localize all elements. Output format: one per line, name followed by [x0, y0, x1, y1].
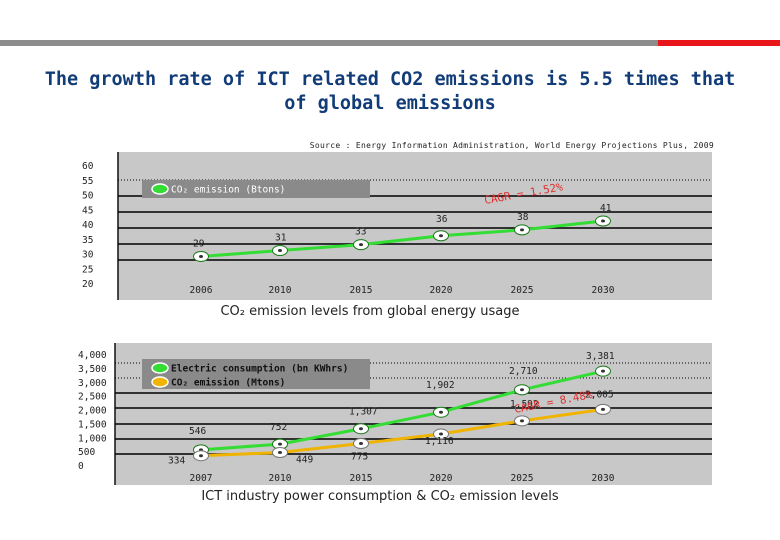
chart1-series-0-data-label-3: 36 [436, 214, 448, 225]
chart2-series-1-point-center-1 [278, 451, 282, 455]
chart2-x-tick-label-4: 2025 [511, 473, 534, 484]
chart2-series-0-point-center-3 [439, 410, 443, 414]
chart2-series-1-data-label-4: 1,592 [510, 399, 539, 410]
chart1-x-tick-label-0: 2006 [190, 285, 213, 296]
chart2-x-tick-label-3: 2020 [430, 473, 453, 484]
chart2-series-1-point-center-5 [601, 407, 605, 411]
chart2-y-tick-label-3: 2,500 [78, 392, 107, 403]
chart2-series-1-data-label-1: 449 [296, 455, 313, 466]
chart2-series-0-data-label-1: 752 [270, 422, 287, 433]
chart1-series-0-point-center-1 [278, 249, 282, 253]
chart2-series-0-point-center-1 [278, 442, 282, 446]
chart1-series-0-point-center-5 [601, 219, 605, 223]
chart1-x-tick-label-5: 2030 [592, 285, 615, 296]
chart2-y-tick-label-0: 4,000 [78, 350, 107, 361]
chart1-series-0-data-label-4: 38 [517, 212, 529, 223]
chart2-legend-label-1: CO₂ emission (Mtons) [171, 378, 285, 389]
chart1-y-tick-label-5: 35 [82, 235, 93, 246]
chart1-y-tick-label-8: 20 [82, 279, 94, 290]
chart1-y-tick-label-7: 25 [82, 264, 93, 275]
chart1-legend-label-0: CO₂ emission (Btons) [171, 185, 285, 196]
chart2-series-0-data-label-0: 546 [189, 426, 206, 437]
chart1-y-tick-label-2: 50 [82, 191, 94, 202]
chart2-legend-marker-1 [151, 376, 169, 388]
chart2-series-0-point-center-2 [359, 427, 363, 431]
chart1-y-tick-label-0: 60 [82, 161, 94, 172]
chart1-x-tick-label-2: 2015 [350, 285, 373, 296]
chart2-series-1-point-center-3 [439, 432, 443, 436]
chart1-plot-area [118, 152, 712, 300]
page-title: The growth rate of ICT related CO2 emiss… [0, 68, 780, 116]
chart1-series-0-line [200, 219, 604, 258]
chart2-series-0-data-label-4: 2,710 [509, 366, 538, 377]
chart2-x-tick-label-2: 2015 [350, 473, 373, 484]
chart2-y-tick-label-8: 0 [78, 461, 84, 472]
chart1-legend-box [142, 180, 370, 198]
chart2-series-1-data-label-0: 334 [168, 456, 185, 467]
chart2-legend-marker-0 [151, 362, 169, 374]
chart1-series-0-data-label-1: 31 [275, 233, 287, 244]
chart2-x-tick-label-5: 2030 [592, 473, 615, 484]
chart2-caption: ICT industry power consumption & CO₂ emi… [201, 489, 559, 504]
chart2-series-1-data-label-3: 1,116 [425, 436, 454, 447]
chart2-series-1-data-label-2: 775 [351, 451, 368, 462]
chart2-y-tick-label-4: 2,000 [78, 406, 107, 417]
top-gray-bar [0, 40, 658, 46]
chart2-series-0-line [200, 369, 604, 452]
chart2-series-1-point-center-0 [199, 454, 203, 458]
chart1-series-0-point-center-3 [439, 234, 443, 238]
chart2-series-1-point-center-2 [359, 441, 363, 445]
chart1-series-0-data-label-2: 33 [355, 227, 366, 238]
title-line-1: The growth rate of ICT related CO2 emiss… [44, 69, 736, 90]
chart2-series-0-point-center-4 [520, 388, 524, 392]
chart2-y-tick-label-2: 3,000 [78, 378, 107, 389]
chart1-y-tick-label-1: 55 [82, 176, 93, 187]
chart1-caption: CO₂ emission levels from global energy u… [220, 304, 520, 319]
chart1-y-tick-label-6: 30 [82, 250, 94, 261]
chart2-series-0-data-label-2: 1,307 [349, 407, 378, 418]
source-note: Source : Energy Information Administrati… [309, 141, 714, 150]
chart2-y-tick-label-5: 1,500 [78, 419, 107, 430]
chart1-series-0-data-label-0: 29 [193, 238, 205, 249]
chart1-y-tick-label-3: 45 [82, 205, 93, 216]
chart2-y-tick-label-7: 500 [78, 447, 95, 458]
chart2-series-1-data-label-5: 2,005 [585, 389, 614, 400]
chart2-series-1-point-center-4 [520, 419, 524, 423]
chart2-series-1-line [200, 407, 604, 458]
chart2-y-tick-label-1: 3,500 [78, 364, 107, 375]
chart1-x-tick-label-3: 2020 [430, 285, 453, 296]
chart2-x-tick-label-1: 2010 [269, 473, 292, 484]
chart2-series-0-data-label-5: 3,381 [586, 351, 615, 362]
chart1-series-0-point-center-4 [520, 228, 524, 232]
title-line-2: of global emissions [284, 93, 496, 114]
chart1-y-tick-label-4: 40 [82, 220, 94, 231]
chart2-series-0-point-center-5 [601, 369, 605, 373]
chart1-series-0-point-center-0 [199, 254, 203, 258]
chart2-legend-box [142, 359, 370, 389]
chart2-legend-label-0: Electric consumption (bn KWhrs) [171, 364, 348, 375]
chart1-series-0-data-label-5: 41 [600, 203, 612, 214]
chart2-x-tick-label-0: 2007 [190, 473, 213, 484]
chart1-legend-marker-0 [151, 183, 169, 195]
chart1-series-0-point-center-2 [359, 243, 363, 247]
chart1-x-tick-label-4: 2025 [511, 285, 534, 296]
chart1-x-tick-label-1: 2010 [269, 285, 292, 296]
top-red-bar [658, 40, 780, 46]
chart2-y-tick-label-6: 1,000 [78, 433, 107, 444]
chart2-series-0-data-label-3: 1,902 [426, 380, 455, 391]
